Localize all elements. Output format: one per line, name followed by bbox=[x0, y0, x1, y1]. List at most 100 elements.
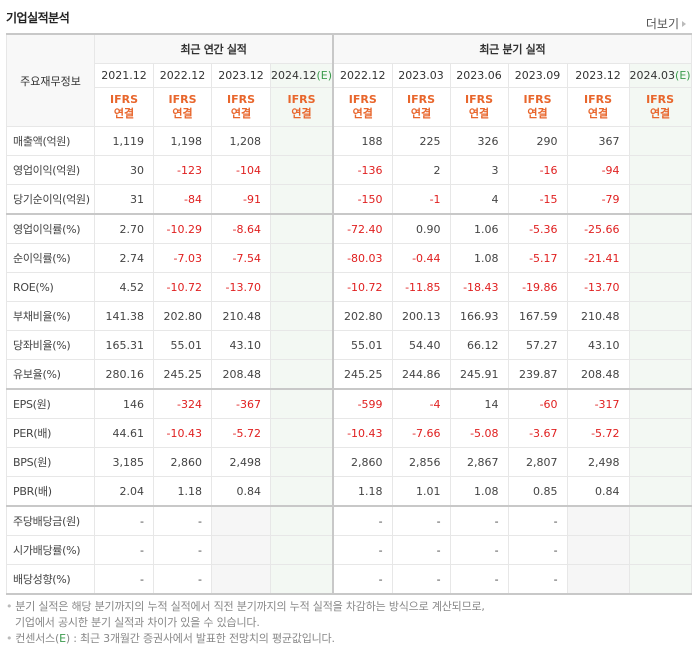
cell-value: 14 bbox=[449, 388, 509, 419]
ifrs-badge[interactable]: IFRS 연결 bbox=[391, 87, 451, 127]
cell-value: -91 bbox=[211, 184, 271, 215]
ifrs-badge[interactable]: IFRS 연결 bbox=[628, 87, 692, 127]
cell-value: 245.25 bbox=[153, 359, 212, 390]
more-link[interactable]: 더보기 bbox=[646, 15, 686, 32]
cell-value: 44.61 bbox=[94, 418, 154, 448]
cell-value: -367 bbox=[211, 388, 271, 419]
footnote-2: • 컨센서스(E) : 최근 3개월간 증권사에서 발표한 전망치의 평균값입니다… bbox=[6, 632, 335, 645]
period-header: 2023.03 bbox=[391, 63, 451, 88]
cell-value: 4.52 bbox=[94, 272, 154, 302]
cell-value: 31 bbox=[94, 184, 154, 215]
section-title: 기업실적분석 bbox=[6, 11, 70, 25]
cell-value bbox=[270, 564, 334, 595]
cell-value: - bbox=[153, 535, 212, 565]
cell-value: -150 bbox=[332, 184, 393, 215]
cell-value: - bbox=[449, 535, 509, 565]
cell-value: 244.86 bbox=[391, 359, 451, 390]
ifrs-badge[interactable]: IFRS 연결 bbox=[449, 87, 509, 127]
cell-value: 165.31 bbox=[94, 330, 154, 360]
footnote-1: • 분기 실적은 해당 분기까지의 누적 실적에서 직전 분기까지의 누적 실적을… bbox=[6, 600, 485, 613]
ifrs-badge[interactable]: IFRS 연결 bbox=[566, 87, 630, 127]
ifrs-badge[interactable]: IFRS 연결 bbox=[507, 87, 568, 127]
cell-value bbox=[211, 564, 271, 595]
row-label: 매출액(억원) bbox=[6, 126, 95, 156]
cell-value: -7.66 bbox=[391, 418, 451, 448]
cell-value bbox=[628, 388, 692, 419]
cell-value bbox=[270, 243, 334, 273]
row-label: PER(배) bbox=[6, 418, 95, 448]
ifrs-badge[interactable]: IFRS 연결 bbox=[332, 87, 393, 127]
ifrs-badge[interactable]: IFRS 연결 bbox=[153, 87, 212, 127]
cell-value: -5.72 bbox=[211, 418, 271, 448]
cell-value: 43.10 bbox=[211, 330, 271, 360]
cell-value: - bbox=[153, 564, 212, 595]
cell-value: -10.43 bbox=[153, 418, 212, 448]
cell-value: - bbox=[94, 535, 154, 565]
cell-value: -10.29 bbox=[153, 213, 212, 244]
cell-value bbox=[628, 564, 692, 595]
cell-value: 66.12 bbox=[449, 330, 509, 360]
cell-value bbox=[270, 330, 334, 360]
cell-value: -4 bbox=[391, 388, 451, 419]
cell-value bbox=[270, 505, 334, 536]
cell-value: - bbox=[391, 505, 451, 536]
ifrs-badge[interactable]: IFRS 연결 bbox=[211, 87, 271, 127]
cell-value: -10.72 bbox=[153, 272, 212, 302]
cell-value: -18.43 bbox=[449, 272, 509, 302]
cell-value: 0.84 bbox=[211, 476, 271, 507]
row-label: ROE(%) bbox=[6, 272, 95, 302]
cell-value: - bbox=[332, 535, 393, 565]
cell-value: -19.86 bbox=[507, 272, 568, 302]
table-row: BPS(원) 3,185 2,860 2,498 2,860 2,856 2,867 2,80… bbox=[6, 447, 692, 477]
cell-value bbox=[270, 535, 334, 565]
cell-value: -5.36 bbox=[507, 213, 568, 244]
period-header: 2023.06 bbox=[449, 63, 509, 88]
cell-value: -104 bbox=[211, 155, 271, 185]
cell-value: -7.54 bbox=[211, 243, 271, 273]
cell-value: 2,856 bbox=[391, 447, 451, 477]
cell-value: 225 bbox=[391, 126, 451, 156]
cell-value: 208.48 bbox=[566, 359, 630, 390]
cell-value: 0.85 bbox=[507, 476, 568, 507]
more-label: 더보기 bbox=[645, 17, 679, 31]
group-header-quarter: 최근 분기 실적 bbox=[332, 33, 692, 64]
cell-value bbox=[566, 505, 630, 536]
cell-value: 1.01 bbox=[391, 476, 451, 507]
cell-value: -79 bbox=[566, 184, 630, 215]
ifrs-badge[interactable]: IFRS 연결 bbox=[94, 87, 154, 127]
cell-value bbox=[270, 272, 334, 302]
cell-value bbox=[628, 272, 692, 302]
cell-value bbox=[211, 505, 271, 536]
cell-value: -94 bbox=[566, 155, 630, 185]
cell-value: 141.38 bbox=[94, 301, 154, 331]
cell-value bbox=[628, 505, 692, 536]
cell-value: 2 bbox=[391, 155, 451, 185]
ifrs-badge[interactable]: IFRS 연결 bbox=[270, 87, 334, 127]
period-header: 2024.12(E) bbox=[270, 63, 334, 88]
cell-value: -13.70 bbox=[566, 272, 630, 302]
cell-value: -13.70 bbox=[211, 272, 271, 302]
estimate-mark: (E) bbox=[316, 69, 333, 82]
cell-value: 4 bbox=[449, 184, 509, 215]
cell-value: 1.18 bbox=[153, 476, 212, 507]
cell-value: -136 bbox=[332, 155, 393, 185]
cell-value: -11.85 bbox=[391, 272, 451, 302]
cell-value: -3.67 bbox=[507, 418, 568, 448]
cell-value: -10.72 bbox=[332, 272, 393, 302]
cell-value bbox=[628, 243, 692, 273]
cell-value: -72.40 bbox=[332, 213, 393, 244]
row-label: 주당배당금(원) bbox=[6, 505, 95, 536]
cell-value: -15 bbox=[507, 184, 568, 215]
table-row: 순이익률(%) 2.74 -7.03 -7.54 -80.03 -0.44 1.08 -5.1… bbox=[6, 243, 692, 273]
cell-value bbox=[628, 418, 692, 448]
cell-value: 0.84 bbox=[566, 476, 630, 507]
period-header: 2022.12 bbox=[332, 63, 393, 88]
cell-value: - bbox=[507, 535, 568, 565]
cell-value: -7.03 bbox=[153, 243, 212, 273]
cell-value: 55.01 bbox=[332, 330, 393, 360]
cell-value: -10.43 bbox=[332, 418, 393, 448]
cell-value bbox=[270, 126, 334, 156]
cell-value: -5.17 bbox=[507, 243, 568, 273]
row-label: EPS(원) bbox=[6, 388, 95, 419]
cell-value: 2,807 bbox=[507, 447, 568, 477]
